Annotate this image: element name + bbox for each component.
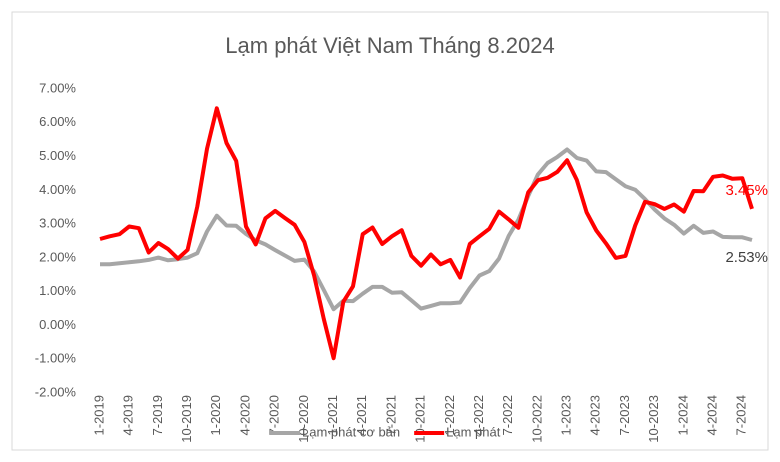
x-tick-label: 1-2022 xyxy=(442,395,457,435)
x-tick-label: 7-2023 xyxy=(617,395,632,435)
x-tick-label: 1-2024 xyxy=(675,395,690,435)
x-tick-label: 7-2021 xyxy=(383,395,398,435)
data-label: 3.45% xyxy=(725,182,768,199)
y-tick-label: -1.00% xyxy=(35,351,77,366)
y-tick-label: 6.00% xyxy=(39,114,76,129)
y-tick-label: 1.00% xyxy=(39,283,76,298)
x-tick-label: 7-2020 xyxy=(267,395,282,435)
y-tick-label: 3.00% xyxy=(39,216,76,231)
x-tick-label: 7-2019 xyxy=(150,395,165,435)
chart-title: Lạm phát Việt Nam Tháng 8.2024 xyxy=(225,33,554,58)
series-line xyxy=(100,147,753,312)
x-tick-label: 1-2021 xyxy=(325,395,340,435)
x-tick-label: 1-2020 xyxy=(208,395,223,435)
x-tick-label: 4-2023 xyxy=(588,395,603,435)
x-tick-label: 4-2022 xyxy=(471,395,486,435)
x-tick-label: 4-2021 xyxy=(354,395,369,435)
legend-label: Lạm phát cơ bản xyxy=(302,424,400,439)
x-tick-label: 10-2023 xyxy=(646,395,661,443)
y-tick-label: 7.00% xyxy=(39,80,76,95)
y-tick-label: -2.00% xyxy=(35,384,77,399)
x-tick-label: 4-2024 xyxy=(705,395,720,435)
x-tick-label: 7-2024 xyxy=(734,395,749,435)
x-tick-label: 10-2019 xyxy=(179,395,194,443)
x-tick-label: 4-2020 xyxy=(237,395,252,435)
y-tick-label: 5.00% xyxy=(39,148,76,163)
x-tick-label: 10-2021 xyxy=(413,395,428,443)
x-tick-label: 10-2020 xyxy=(296,395,311,443)
x-tick-label: 7-2022 xyxy=(500,395,515,435)
x-tick-label: 4-2019 xyxy=(121,395,136,435)
data-label: 2.53% xyxy=(725,249,768,266)
series-line xyxy=(99,106,754,361)
y-tick-label: 2.00% xyxy=(39,249,76,264)
x-tick-label: 1-2019 xyxy=(91,395,106,435)
x-tick-label: 1-2023 xyxy=(559,395,574,435)
x-tick-label: 10-2022 xyxy=(529,395,544,443)
y-tick-label: 4.00% xyxy=(39,182,76,197)
legend-label: Lạm phát xyxy=(446,424,501,439)
y-tick-label: 0.00% xyxy=(39,317,76,332)
